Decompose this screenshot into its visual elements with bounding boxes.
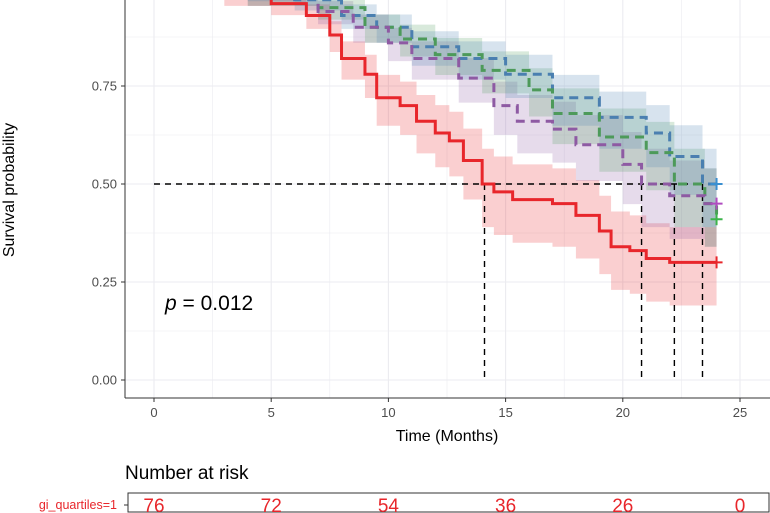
x-tick-label: 0 <box>150 405 157 420</box>
risk-table-title: Number at risk <box>125 463 249 484</box>
confidence-band-1 <box>247 0 717 247</box>
p-value-annotation: p = 0.012 <box>164 292 253 315</box>
x-tick-label: 25 <box>733 405 747 420</box>
grid <box>125 0 770 398</box>
risk-value: 26 <box>612 496 633 513</box>
risk-table-box <box>127 492 770 513</box>
y-tick-label: 0.50 <box>92 177 117 192</box>
risk-value: 76 <box>143 496 164 513</box>
confidence-bands <box>224 0 717 306</box>
y-axis-label: Survival probability <box>1 123 18 257</box>
confidence-band-0 <box>224 0 717 306</box>
x-axis-label: Time (Months) <box>396 428 499 445</box>
x-tick-label: 5 <box>268 405 275 420</box>
y-tick-label: 0.25 <box>92 275 117 290</box>
plot-panel <box>125 0 770 398</box>
median-lines <box>154 183 704 380</box>
x-tick-label: 10 <box>381 405 395 420</box>
x-tick-label: 15 <box>498 405 512 420</box>
survival-curve-2 <box>316 0 719 220</box>
survival-curve-1 <box>316 0 717 206</box>
survival-curves <box>269 0 723 269</box>
risk-value: 36 <box>495 496 516 513</box>
censor-mark-0 <box>710 256 723 269</box>
risk-table: gi_quartiles=1 76 72 54 36 26 0 <box>39 492 770 513</box>
y-tick-label: 0.75 <box>92 79 117 94</box>
confidence-band-3 <box>247 0 717 228</box>
y-tick-label: 0.00 <box>92 373 117 388</box>
axes: 0.00 0.25 0.50 0.75 0 5 10 15 20 25 <box>92 0 770 420</box>
censor-mark-2 <box>710 213 723 226</box>
confidence-band-2 <box>247 0 717 263</box>
risk-value: 0 <box>735 496 746 513</box>
survival-curve-0 <box>269 0 717 264</box>
risk-row-label: gi_quartiles=1 <box>39 498 117 512</box>
risk-value: 72 <box>261 496 282 513</box>
censor-mark-1 <box>710 197 723 210</box>
x-tick-label: 20 <box>616 405 630 420</box>
censor-mark-3 <box>710 178 723 190</box>
risk-value: 54 <box>378 496 400 513</box>
